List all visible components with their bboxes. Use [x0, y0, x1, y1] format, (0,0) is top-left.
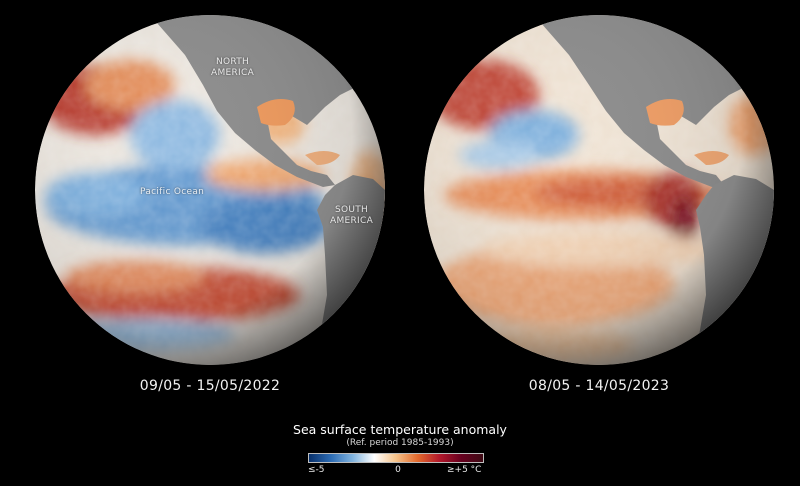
- date-label-2023: 08/05 - 14/05/2023: [528, 378, 670, 394]
- legend: Sea surface temperature anomaly (Ref. pe…: [250, 422, 550, 475]
- label-north-america: NORTH AMERICA: [211, 57, 255, 78]
- globe-2023: [424, 15, 774, 365]
- label-pacific-ocean: Pacific Ocean: [140, 187, 205, 197]
- legend-subtitle: (Ref. period 1985-1993): [346, 438, 454, 448]
- legend-title: Sea surface temperature anomaly: [293, 422, 507, 437]
- date-label-2022: 09/05 - 15/05/2022: [139, 378, 281, 394]
- globe-2022: NORTH AMERICA Pacific Ocean SOUTH AMERIC…: [35, 15, 385, 365]
- legend-tick-zero: 0: [395, 465, 401, 475]
- globe-2022-map: [35, 15, 385, 365]
- label-south-america: SOUTH AMERICA: [330, 205, 374, 226]
- globe-2023-map: [424, 15, 774, 365]
- legend-tick-min: ≤-5: [308, 465, 325, 475]
- legend-color-bar: [308, 453, 484, 463]
- legend-tick-max: ≥+5 °C: [447, 465, 482, 475]
